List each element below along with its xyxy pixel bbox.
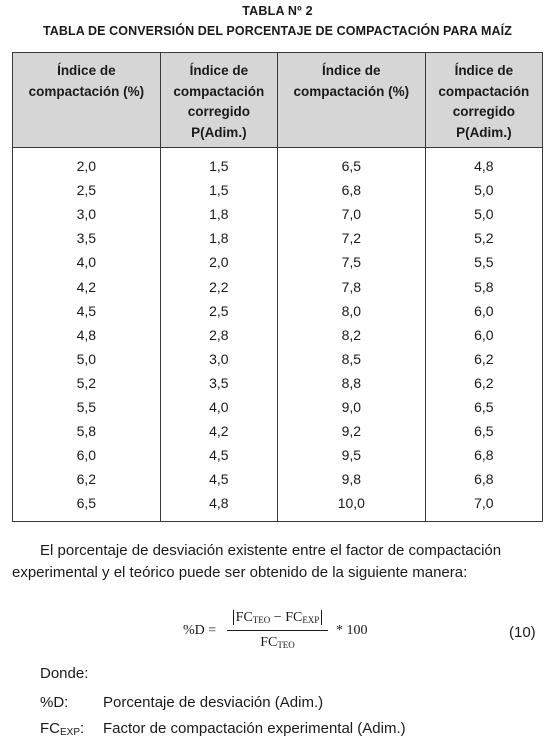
table-cell: 6,5 (12, 491, 161, 522)
table-cell: 5,2 (12, 370, 161, 395)
table-cell: 2,5 (159, 298, 278, 323)
table-cell: 2,8 (159, 322, 278, 347)
table-cell: 6,0 (12, 443, 161, 468)
formula-multiplier: * 100 (336, 623, 368, 638)
table-cell: 7,8 (276, 274, 426, 299)
definition-item: FCEXP: Factor de compactación experimenta… (40, 720, 406, 738)
table-cell: 4,8 (12, 322, 161, 347)
table-row: 3,5 1,8 7,2 5,2 (12, 226, 544, 251)
table-cell: 4,5 (159, 443, 278, 468)
table-row: 2,5 1,5 6,8 5,0 (12, 178, 544, 203)
table-cell: 9,2 (276, 419, 426, 444)
table-cell: 5,5 (12, 394, 161, 420)
fraction-bar (227, 630, 328, 631)
table-cell: 4,5 (159, 467, 278, 492)
table-cell: 4,0 (159, 394, 278, 420)
equation-number: (10) (509, 624, 536, 641)
table-cell: 2,0 (159, 250, 278, 275)
table-cell: 8,0 (276, 298, 426, 323)
table-cell: 1,5 (159, 147, 278, 179)
table-cell: 6,8 (424, 467, 544, 492)
header-cell: Índice de compactación (%) (12, 52, 161, 148)
table-cell: 1,8 (159, 226, 278, 251)
header-cell: Índice de compactación corregido P(Adim.… (424, 52, 544, 148)
header-row: Índice de compactación (%) Índice de com… (12, 52, 544, 148)
donde-label: Donde: (40, 665, 89, 682)
table-cell: 1,5 (159, 178, 278, 203)
table-row: 5,5 4,0 9,0 6,5 (12, 394, 544, 420)
table-row: 3,0 1,8 7,0 5,0 (12, 202, 544, 227)
table-cell: 2,5 (12, 178, 161, 203)
table-cell: 6,0 (424, 298, 544, 323)
table-cell: 9,5 (276, 443, 426, 468)
definition-text: Porcentaje de desviación (Adim.) (103, 694, 324, 711)
table-cell: 6,2 (424, 370, 544, 395)
table-cell: 2,0 (12, 147, 161, 179)
table-cell: 5,8 (12, 419, 161, 444)
table-row: 5,0 3,0 8,5 6,2 (12, 346, 544, 371)
table-cell: 6,0 (424, 322, 544, 347)
table-row: 4,0 2,0 7,5 5,5 (12, 250, 544, 275)
definition-symbol: %D: (40, 694, 69, 711)
table-cell: 8,5 (276, 346, 426, 371)
table-cell: 9,0 (276, 394, 426, 420)
table-cell: 3,5 (12, 226, 161, 251)
table-cell: 4,2 (159, 419, 278, 444)
table-cell: 3,0 (12, 202, 161, 227)
table-row: 4,8 2,8 8,2 6,0 (12, 322, 544, 347)
table-row: 2,0 1,5 6,5 4,8 (12, 147, 544, 179)
table-row: 4,5 2,5 8,0 6,0 (12, 298, 544, 323)
table-cell: 7,0 (276, 202, 426, 227)
table-cell: 3,0 (159, 346, 278, 371)
table-title: TABLA DE CONVERSIÓN DEL PORCENTAJE DE CO… (43, 24, 512, 38)
table-cell: 6,8 (276, 178, 426, 203)
table-cell: 7,0 (424, 491, 544, 522)
table-cell: 6,5 (276, 147, 426, 179)
table-cell: 5,0 (424, 178, 544, 203)
explanation-paragraph: El porcentaje de desviación existente en… (12, 542, 502, 581)
table-cell: 4,8 (159, 491, 278, 522)
formula-fraction: FCTEO − FCEXP FCTEO (227, 608, 328, 653)
table-cell: 7,2 (276, 226, 426, 251)
table-row: 4,2 2,2 7,8 5,8 (12, 274, 544, 299)
table-cell: 6,8 (424, 443, 544, 468)
table-cell: 5,2 (424, 226, 544, 251)
table-cell: 5,5 (424, 250, 544, 275)
table-cell: 4,0 (12, 250, 161, 275)
formula-numerator: FCTEO − FCEXP (227, 608, 328, 628)
formula-lhs: %D = (183, 623, 217, 638)
table-cell: 8,8 (276, 370, 426, 395)
table-cell: 3,5 (159, 370, 278, 395)
table-cell: 2,2 (159, 274, 278, 299)
definition-text: Factor de compactación experimental (Adi… (103, 720, 406, 737)
conversion-table: Índice de compactación (%) Índice de com… (12, 52, 544, 523)
table-cell: 6,5 (424, 394, 544, 420)
table-cell: 4,8 (424, 147, 544, 179)
table-cell: 6,5 (424, 419, 544, 444)
table-cell: 7,5 (276, 250, 426, 275)
table-cell: 5,8 (424, 274, 544, 299)
table-cell: 6,2 (12, 467, 161, 492)
table-cell: 4,5 (12, 298, 161, 323)
table-cell: 5,0 (424, 202, 544, 227)
formula-denominator: FCTEO (260, 635, 295, 650)
table-row: 5,2 3,5 8,8 6,2 (12, 370, 544, 395)
table-row: 6,2 4,5 9,8 6,8 (12, 467, 544, 492)
definition-item: %D: Porcentaje de desviación (Adim.) (40, 694, 323, 711)
definition-symbol: FCEXP: (40, 720, 85, 738)
header-cell: Índice de compactación corregido P(Adim.… (159, 52, 278, 148)
table-cell: 4,2 (12, 274, 161, 299)
table-cell: 9,8 (276, 467, 426, 492)
table-cell: 10,0 (276, 491, 426, 522)
table-row: 6,0 4,5 9,5 6,8 (12, 443, 544, 468)
table-cell: 8,2 (276, 322, 426, 347)
table-cell: 5,0 (12, 346, 161, 371)
table-cell: 1,8 (159, 202, 278, 227)
table-row: 5,8 4,2 9,2 6,5 (12, 419, 544, 444)
table-number: TABLA Nº 2 (242, 4, 313, 18)
table-row: 6,5 4,8 10,0 7,0 (12, 491, 544, 522)
header-cell: Índice de compactación (%) (276, 52, 426, 148)
table-cell: 6,2 (424, 346, 544, 371)
